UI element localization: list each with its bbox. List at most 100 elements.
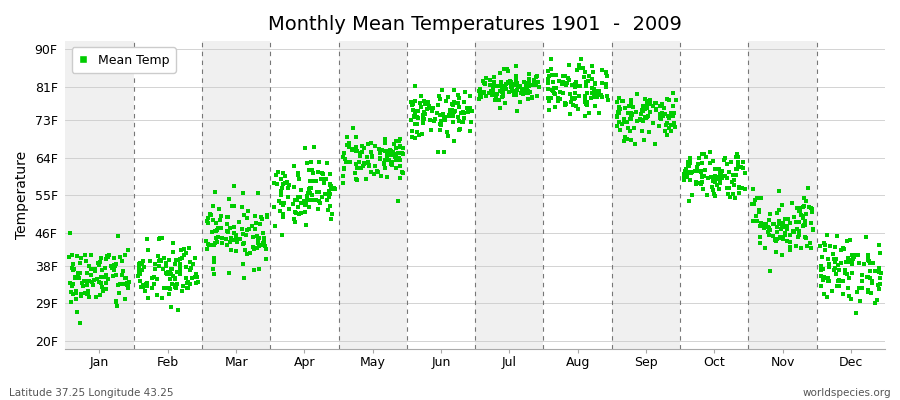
Point: [447, 99, 462, 105]
Point: [860, 254, 875, 261]
Point: [114, 258, 129, 264]
Point: [380, 174, 394, 180]
Point: [691, 180, 706, 186]
Point: [695, 173, 709, 179]
Point: [609, 113, 624, 120]
Point: [494, 79, 508, 85]
Point: [250, 244, 265, 251]
Point: [618, 119, 633, 126]
Point: [385, 162, 400, 169]
Point: [105, 273, 120, 279]
Point: [227, 223, 241, 230]
Point: [783, 232, 797, 238]
Point: [578, 92, 592, 99]
Point: [566, 102, 580, 108]
Point: [626, 125, 641, 131]
Point: [69, 290, 84, 296]
Point: [179, 264, 194, 270]
Point: [620, 125, 634, 131]
Point: [638, 106, 652, 113]
Point: [564, 98, 579, 105]
Point: [321, 194, 336, 200]
Point: [472, 94, 487, 100]
Point: [782, 244, 796, 250]
Point: [116, 281, 130, 288]
Point: [502, 89, 517, 95]
Title: Monthly Mean Temperatures 1901  -  2009: Monthly Mean Temperatures 1901 - 2009: [268, 15, 682, 34]
Point: [796, 213, 810, 219]
Point: [495, 88, 509, 95]
Point: [166, 249, 180, 256]
Point: [179, 274, 194, 281]
Point: [572, 65, 587, 71]
Point: [845, 261, 859, 267]
Point: [679, 171, 693, 177]
Point: [382, 148, 396, 154]
Point: [549, 72, 563, 78]
Point: [495, 90, 509, 96]
Point: [705, 184, 719, 190]
Point: [822, 278, 836, 284]
Point: [723, 194, 737, 200]
Point: [663, 110, 678, 116]
Point: [558, 102, 572, 108]
Point: [802, 203, 816, 210]
Point: [73, 269, 87, 276]
Point: [456, 108, 471, 115]
Point: [68, 275, 82, 282]
Point: [175, 255, 189, 261]
Point: [549, 85, 563, 92]
Point: [654, 111, 669, 118]
Point: [861, 252, 876, 258]
Point: [640, 114, 654, 120]
Point: [184, 274, 199, 281]
Point: [745, 200, 760, 207]
Point: [485, 86, 500, 92]
Point: [411, 115, 426, 122]
Point: [324, 184, 338, 191]
Point: [389, 138, 403, 144]
Point: [680, 166, 694, 172]
Point: [349, 161, 364, 167]
Point: [387, 151, 401, 157]
Point: [182, 244, 196, 251]
Point: [84, 272, 98, 279]
Point: [567, 84, 581, 90]
Point: [446, 107, 460, 113]
Point: [226, 237, 240, 243]
Point: [249, 232, 264, 239]
Point: [618, 134, 633, 140]
Point: [88, 268, 103, 274]
Point: [165, 266, 179, 273]
Point: [441, 132, 455, 139]
Point: [769, 238, 783, 245]
Point: [791, 233, 806, 240]
Point: [628, 141, 643, 148]
Point: [638, 96, 652, 102]
Point: [652, 115, 667, 121]
Point: [552, 78, 566, 84]
Point: [642, 129, 656, 136]
Point: [484, 82, 499, 88]
Point: [854, 285, 868, 291]
Point: [817, 274, 832, 280]
Point: [526, 82, 540, 89]
Point: [657, 110, 671, 117]
Point: [626, 103, 640, 110]
Point: [380, 152, 394, 159]
Point: [302, 166, 316, 173]
Point: [553, 96, 567, 102]
Point: [617, 138, 632, 144]
Point: [348, 170, 363, 176]
Point: [531, 79, 545, 85]
Point: [445, 101, 459, 107]
Point: [393, 157, 408, 163]
Point: [433, 127, 447, 133]
Bar: [270, 41, 338, 349]
Point: [417, 98, 431, 104]
Point: [712, 176, 726, 182]
Point: [212, 225, 226, 231]
Point: [173, 267, 187, 274]
Point: [377, 148, 392, 154]
Point: [724, 158, 738, 165]
